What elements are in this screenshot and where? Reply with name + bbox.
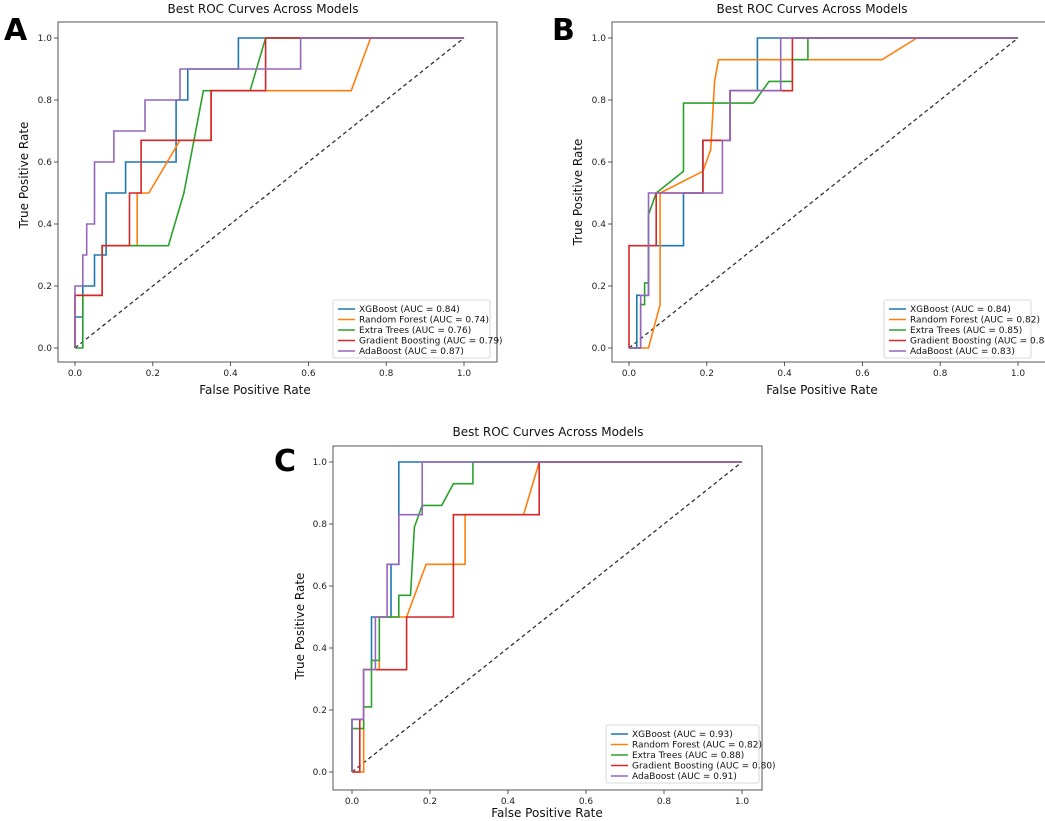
x-tick-label: 0.0: [68, 369, 83, 379]
y-tick-label: 0.2: [592, 282, 606, 292]
y-axis-label: True Positive Rate: [571, 139, 585, 247]
x-axis-label: False Positive Rate: [491, 806, 603, 820]
chance-diagonal-line: [628, 37, 1019, 349]
y-tick-label: 0.6: [592, 158, 607, 168]
chart-title: Best ROC Curves Across Models: [452, 425, 643, 439]
x-tick-label: 0.6: [855, 369, 870, 379]
chance-diagonal-line: [74, 37, 465, 349]
y-tick-label: 0.8: [313, 520, 328, 530]
x-axis-label: False Positive Rate: [199, 383, 311, 397]
x-tick-label: 0.8: [657, 797, 672, 807]
y-tick-label: 0.0: [592, 344, 607, 354]
roc-chart-b: B Best ROC Curves Across Models 0.0 0.2 0.4 0…: [552, 2, 1045, 397]
roc-line-adaboost: [629, 37, 1018, 349]
y-tick-label: 0.4: [592, 220, 607, 230]
y-tick-label: 1.0: [313, 458, 328, 468]
legend-entry: XGBoost (AUC = 0.84): [910, 305, 1011, 315]
x-tick-label: 0.4: [223, 369, 238, 379]
x-tick-label: 1.0: [1011, 369, 1026, 379]
legend-box: [605, 724, 760, 784]
x-tick-label: 0.0: [345, 797, 360, 807]
y-tick-label: 0.2: [313, 706, 327, 716]
x-tick-label: 0.6: [579, 797, 594, 807]
x-tick-label: 0.4: [501, 797, 516, 807]
x-tick-label: 1.0: [457, 369, 472, 379]
legend-entry: Extra Trees (AUC = 0.85): [910, 326, 1022, 336]
x-tick-label: 0.6: [301, 369, 316, 379]
legend-entry: Random Forest (AUC = 0.82): [632, 741, 762, 751]
roc-line-random-forest: [629, 37, 1018, 349]
y-tick-label: 0.0: [313, 768, 328, 778]
x-tick-label: 0.2: [423, 797, 437, 807]
y-tick-label: 0.8: [38, 96, 53, 106]
y-axis-label: True Positive Rate: [17, 122, 31, 230]
legend-entry: Gradient Boosting (AUC = 0.84): [910, 337, 1045, 347]
y-tick-label: 0.2: [38, 282, 52, 292]
x-tick-label: 1.0: [735, 797, 750, 807]
x-axis-label: False Positive Rate: [766, 383, 878, 397]
x-tick-label: 0.8: [933, 369, 948, 379]
y-tick-label: 0.0: [38, 344, 53, 354]
x-tick-label: 0.0: [622, 369, 637, 379]
x-tick-label: 0.4: [777, 369, 792, 379]
y-tick-label: 1.0: [592, 34, 607, 44]
legend-entry: XGBoost (AUC = 0.93): [632, 730, 733, 740]
y-tick-label: 0.6: [38, 158, 53, 168]
legend-entry: AdaBoost (AUC = 0.87): [359, 347, 464, 357]
legend-entry: Gradient Boosting (AUC = 0.80): [632, 762, 776, 772]
y-tick-label: 1.0: [38, 34, 53, 44]
legend-entry: XGBoost (AUC = 0.84): [359, 305, 460, 315]
roc-line-adaboost: [351, 461, 742, 772]
roc-chart-c: C Best ROC Curves Across Models 0.0 0.2 0.4 0…: [274, 425, 776, 820]
y-axis-label: True Positive Rate: [293, 573, 307, 681]
y-tick-label: 0.4: [38, 220, 53, 230]
x-tick-label: 0.2: [700, 369, 714, 379]
y-tick-label: 0.8: [592, 96, 607, 106]
roc-line-gradient-boosting: [74, 37, 464, 348]
legend-entry: AdaBoost (AUC = 0.91): [632, 772, 737, 782]
legend-entry: Gradient Boosting (AUC = 0.79): [359, 337, 503, 347]
roc-line-xgboost: [74, 37, 464, 348]
roc-line-adaboost: [74, 37, 464, 348]
panel-label: B: [552, 13, 575, 48]
chart-title: Best ROC Curves Across Models: [167, 2, 358, 16]
legend-entry: Random Forest (AUC = 0.82): [910, 316, 1040, 326]
x-tick-label: 0.8: [379, 369, 394, 379]
legend-box: [883, 299, 1032, 359]
legend-entry: Random Forest (AUC = 0.74): [359, 316, 489, 326]
legend-box: [332, 299, 491, 359]
y-tick-label: 0.4: [313, 644, 328, 654]
roc-line-extra-trees: [629, 37, 1018, 349]
x-tick-label: 0.2: [146, 369, 160, 379]
legend-entry: Extra Trees (AUC = 0.88): [632, 751, 744, 761]
legend-entry: Extra Trees (AUC = 0.76): [359, 326, 471, 336]
chart-title: Best ROC Curves Across Models: [716, 2, 907, 16]
roc-chart-a: A Best ROC Curves Across Models 0.0 0.2 0.4 0…: [4, 2, 503, 397]
chance-diagonal-line: [351, 461, 743, 773]
roc-line-gradient-boosting: [352, 461, 742, 773]
legend-entry: AdaBoost (AUC = 0.83): [910, 347, 1015, 357]
panel-label: C: [274, 444, 296, 479]
panel-label: A: [4, 13, 28, 48]
y-tick-label: 0.6: [313, 582, 328, 592]
